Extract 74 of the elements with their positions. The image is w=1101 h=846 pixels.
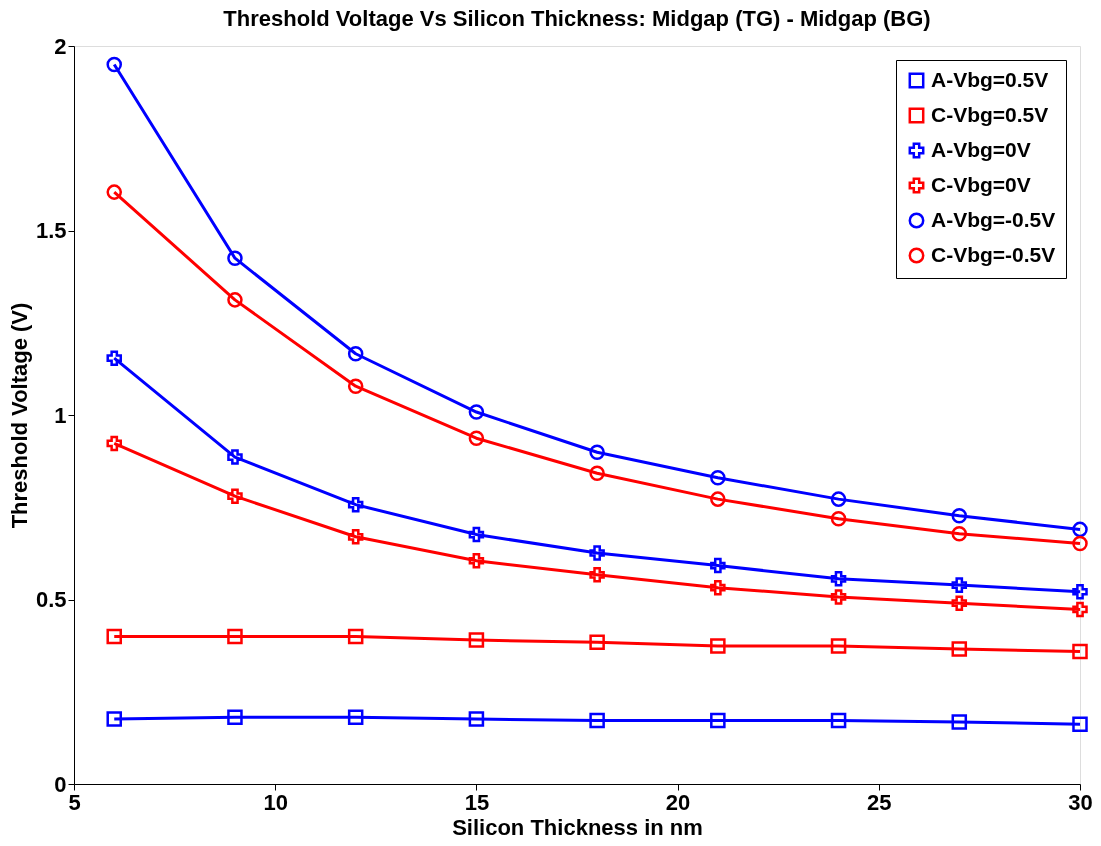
point — [710, 638, 726, 654]
point — [1072, 521, 1088, 538]
legend-label: C-Vbg=-0.5V — [931, 242, 1056, 266]
point — [106, 711, 123, 727]
x-tick-label: 25 — [867, 789, 892, 815]
legend-label: C-Vbg=0.5V — [931, 102, 1049, 126]
legend-label: C-Vbg=0V — [931, 172, 1031, 196]
point — [227, 628, 243, 645]
point — [106, 350, 123, 366]
x-tick-label: 15 — [464, 789, 490, 815]
point — [710, 557, 726, 574]
point — [227, 709, 243, 725]
y-tick-label: 1 — [54, 402, 67, 428]
point — [951, 641, 968, 657]
y-tick-label: 0 — [54, 771, 67, 797]
point — [468, 526, 485, 543]
point — [1072, 583, 1088, 600]
point — [468, 404, 485, 420]
legend-label: A-Vbg=-0.5V — [931, 207, 1056, 231]
x-tick-label: 5 — [68, 789, 81, 815]
point — [1072, 601, 1088, 618]
point — [227, 292, 243, 308]
point — [468, 552, 485, 569]
point — [106, 184, 123, 200]
point — [830, 589, 847, 605]
y-tick-label: 2 — [54, 33, 67, 59]
point — [106, 435, 123, 452]
point — [710, 712, 726, 729]
point — [227, 449, 243, 465]
point — [830, 510, 847, 527]
point — [106, 628, 123, 645]
chart-title: Threshold Voltage Vs Silicon Thickness: Midgap (TG) - Midgap (BG) — [223, 6, 931, 31]
point — [830, 712, 847, 729]
legend-label: A-Vbg=0.5V — [931, 67, 1049, 91]
x-axis-title: Silicon Thickness in nm — [452, 814, 703, 840]
x-tick-label: 10 — [263, 789, 288, 815]
point — [589, 567, 605, 583]
point — [830, 571, 847, 587]
point — [1072, 643, 1088, 660]
point — [1072, 716, 1088, 732]
point — [468, 430, 485, 446]
point — [951, 714, 968, 730]
point — [347, 709, 364, 725]
point — [710, 579, 726, 596]
point — [589, 545, 605, 561]
point — [1072, 535, 1088, 552]
point — [347, 628, 364, 645]
point — [227, 488, 243, 504]
point — [951, 526, 968, 542]
x-tick-label: 30 — [1068, 789, 1093, 815]
point — [710, 491, 726, 507]
point — [347, 529, 364, 545]
point — [468, 632, 485, 648]
point — [951, 595, 968, 611]
y-tick-label: 1.5 — [35, 218, 67, 243]
point — [227, 250, 243, 266]
point — [347, 345, 364, 362]
point — [106, 56, 123, 73]
point — [589, 712, 605, 729]
point — [951, 507, 968, 524]
point — [710, 469, 726, 486]
y-axis-title: Threshold Voltage (V) — [6, 302, 32, 529]
point — [830, 638, 847, 654]
point — [951, 577, 968, 593]
point — [589, 444, 605, 461]
point — [347, 378, 364, 394]
point — [589, 465, 605, 482]
point — [589, 634, 605, 651]
legend-label: A-Vbg=0V — [931, 137, 1031, 161]
y-tick-label: 0.5 — [35, 587, 67, 612]
point — [347, 496, 364, 513]
point — [468, 711, 485, 727]
point — [830, 491, 847, 507]
x-tick-label: 20 — [665, 789, 691, 815]
